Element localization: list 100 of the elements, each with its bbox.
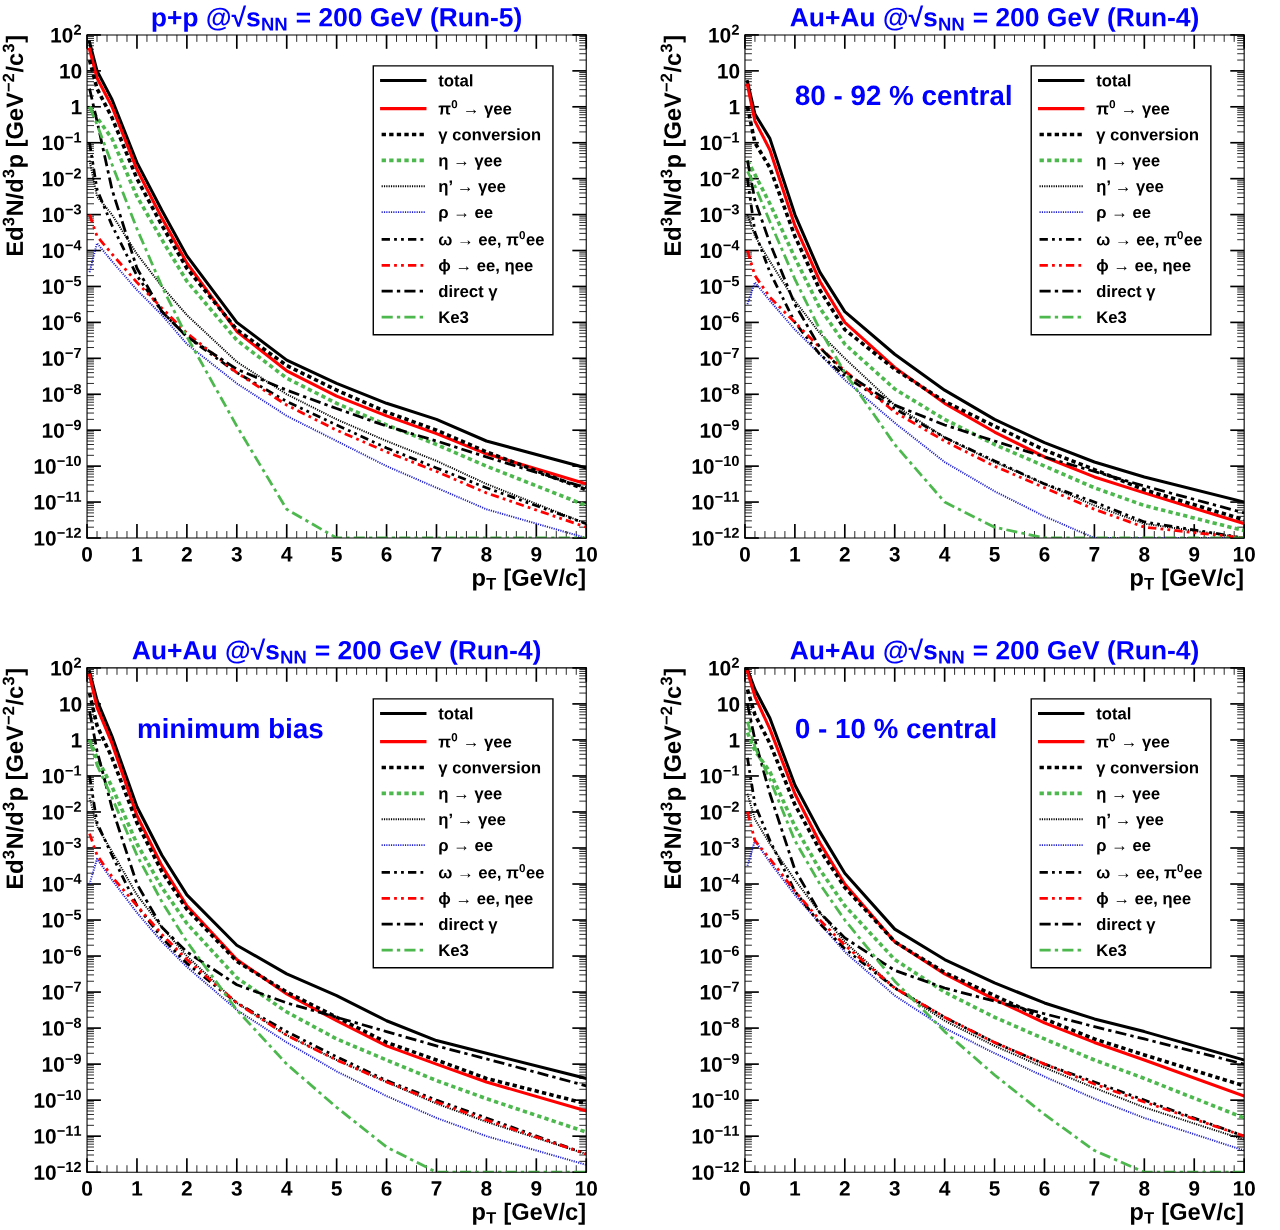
y-tick-label: 10$^{−8}$ <box>700 1017 740 1036</box>
legend-label: γ conversion <box>1096 128 1198 144</box>
text: Ed$^{3}$N/d$^{3}$p [GeV$^{−2}$/c$^{3}$] <box>2 669 28 889</box>
y-tick-label: 10$^{−1}$ <box>42 765 82 784</box>
y-tick-label: 10$^{−5}$ <box>700 909 740 928</box>
annotation: 0 - 10 % central <box>795 717 996 739</box>
legend-label: total <box>1096 707 1131 720</box>
y-tick-label: 10$^{−1}$ <box>700 132 740 151</box>
text: Ed$^{3}$N/d$^{3}$p [GeV$^{−2}$/c$^{3}$] <box>660 669 686 889</box>
x-tick-label: 2 <box>839 1181 850 1196</box>
y-tick-label: 10$^{2}$ <box>709 24 739 43</box>
y-tick-label: 10 <box>60 696 82 712</box>
x-tick-label: 8 <box>1139 546 1150 562</box>
x-tick-label: 2 <box>181 1181 192 1196</box>
y-tick-label: 10$^{−12}$ <box>34 527 81 546</box>
y-tick-label: 10$^{−7}$ <box>700 347 739 366</box>
legend-label: ρ → ee <box>1097 208 1151 222</box>
legend-label: γ conversion <box>438 128 541 144</box>
x-tick-label: 4 <box>939 547 951 562</box>
y-tick-label: 10$^{−2}$ <box>42 801 81 820</box>
legend-label: π$^{0}$ → γee <box>438 100 512 118</box>
x-tick-label: 7 <box>1089 1181 1100 1196</box>
legend-label: ρ → ee <box>1097 842 1151 855</box>
x-tick-label: 9 <box>531 1181 542 1196</box>
x-tick-label: 10 <box>1233 1181 1255 1196</box>
y-tick-label: 10$^{−11}$ <box>34 1125 82 1144</box>
y-tick-label: 10$^{2}$ <box>51 24 81 43</box>
legend-label: π$^{0}$ → γee <box>1096 100 1170 118</box>
legend-label: ϕ → ee, ηee <box>438 892 533 908</box>
legend-label: η → γee <box>439 790 502 803</box>
x-tick-label: 0 <box>739 1181 750 1196</box>
y-tick-label: 10$^{−5}$ <box>42 909 82 928</box>
y-tick-label: 10$^{−12}$ <box>692 527 739 546</box>
y-tick-label: 10$^{−5}$ <box>700 276 740 295</box>
x-axis-title: p$_{T}$ [GeV/c] <box>1130 568 1243 591</box>
legend-label: ω → ee, π$^{0}$ee <box>1096 230 1202 248</box>
y-tick-label: 10$^{−6}$ <box>42 312 82 331</box>
x-tick-label: 10 <box>575 546 597 562</box>
y-tick-label: 1 <box>71 100 82 115</box>
y-tick-label: 10$^{−6}$ <box>700 312 739 331</box>
legend-label: ϕ → ee, ηee <box>1096 259 1191 275</box>
y-tick-label: 1 <box>71 733 82 748</box>
x-tick-label: 9 <box>1189 546 1200 562</box>
x-tick-label: 3 <box>231 546 242 562</box>
x-tick-label: 0 <box>82 546 92 562</box>
legend-label: π$^{0}$ → γee <box>1096 733 1170 751</box>
annotation: 80 - 92 % central <box>795 84 1011 106</box>
y-tick-label: 10$^{−9}$ <box>42 419 82 438</box>
legend-label: π$^{0}$ → γee <box>438 733 512 751</box>
legend-label: total <box>1096 74 1131 87</box>
legend-label: η’ → γee <box>439 813 506 829</box>
x-tick-label: 9 <box>531 546 542 562</box>
x-tick-label: 7 <box>431 1181 442 1196</box>
y-tick-label: 10$^{−11}$ <box>34 491 82 510</box>
legend-label: η → γee <box>1097 157 1160 170</box>
y-tick-label: 10$^{−8}$ <box>700 383 740 402</box>
legend-label: Ke3 <box>1097 311 1127 324</box>
y-tick-label: 10$^{−10}$ <box>34 1089 81 1108</box>
y-tick-label: 10$^{−10}$ <box>692 455 739 474</box>
x-tick-label: 6 <box>381 546 392 562</box>
y-tick-label: 10$^{−7}$ <box>42 347 81 366</box>
x-tick-label: 10 <box>1233 546 1255 562</box>
y-tick-label: 10 <box>718 696 740 712</box>
y-tick-label: 10 <box>718 63 740 79</box>
y-tick-label: 10$^{−11}$ <box>692 1125 740 1144</box>
legend-label: ω → ee, π$^{0}$ee <box>438 230 544 248</box>
legend-label: direct γ <box>438 284 498 301</box>
y-tick-label: 1 <box>729 100 740 115</box>
y-tick-label: 10$^{−2}$ <box>42 168 81 187</box>
y-tick-label: 10$^{2}$ <box>709 657 739 676</box>
y-tick-label: 10$^{−3}$ <box>700 204 739 223</box>
y-tick-label: 10$^{−9}$ <box>42 1053 82 1072</box>
y-tick-label: 10$^{−7}$ <box>42 981 81 1000</box>
x-tick-label: 6 <box>1039 546 1050 562</box>
x-tick-label: 0 <box>739 546 750 562</box>
legend-label: ω → ee, π$^{0}$ee <box>438 863 544 881</box>
x-tick-label: 0 <box>82 1181 92 1196</box>
legend-label: γ conversion <box>438 761 541 777</box>
y-tick-label: 10$^{−2}$ <box>700 801 739 820</box>
legend-label: ρ → ee <box>439 208 493 222</box>
legend-label: η’ → γee <box>1097 813 1164 829</box>
y-tick-label: 10$^{−4}$ <box>42 240 82 259</box>
x-tick-label: 7 <box>431 547 442 562</box>
x-axis-title: p$_{T}$ [GeV/c] <box>473 1202 585 1225</box>
legend-label: η → γee <box>1097 790 1160 803</box>
x-tick-label: 3 <box>889 546 900 562</box>
y-tick-label: 10$^{−8}$ <box>42 383 82 402</box>
legend-label: Ke3 <box>439 944 469 957</box>
y-tick-label: 10$^{−8}$ <box>42 1017 82 1036</box>
x-tick-label: 9 <box>1189 1181 1200 1196</box>
y-tick-label: 10 <box>60 63 82 79</box>
legend-label: ρ → ee <box>439 842 493 855</box>
legend-label: total <box>438 707 473 720</box>
x-tick-label: 8 <box>481 546 492 562</box>
x-tick-label: 4 <box>939 1181 951 1196</box>
y-tick-label: 10$^{−12}$ <box>34 1161 81 1180</box>
chart-title: p+p @√s$_{NN}$ = 200 GeV (Run-5) <box>152 5 521 32</box>
legend-label: direct γ <box>1096 917 1156 934</box>
x-tick-label: 7 <box>1089 547 1100 562</box>
y-tick-label: 10$^{−3}$ <box>700 837 739 856</box>
